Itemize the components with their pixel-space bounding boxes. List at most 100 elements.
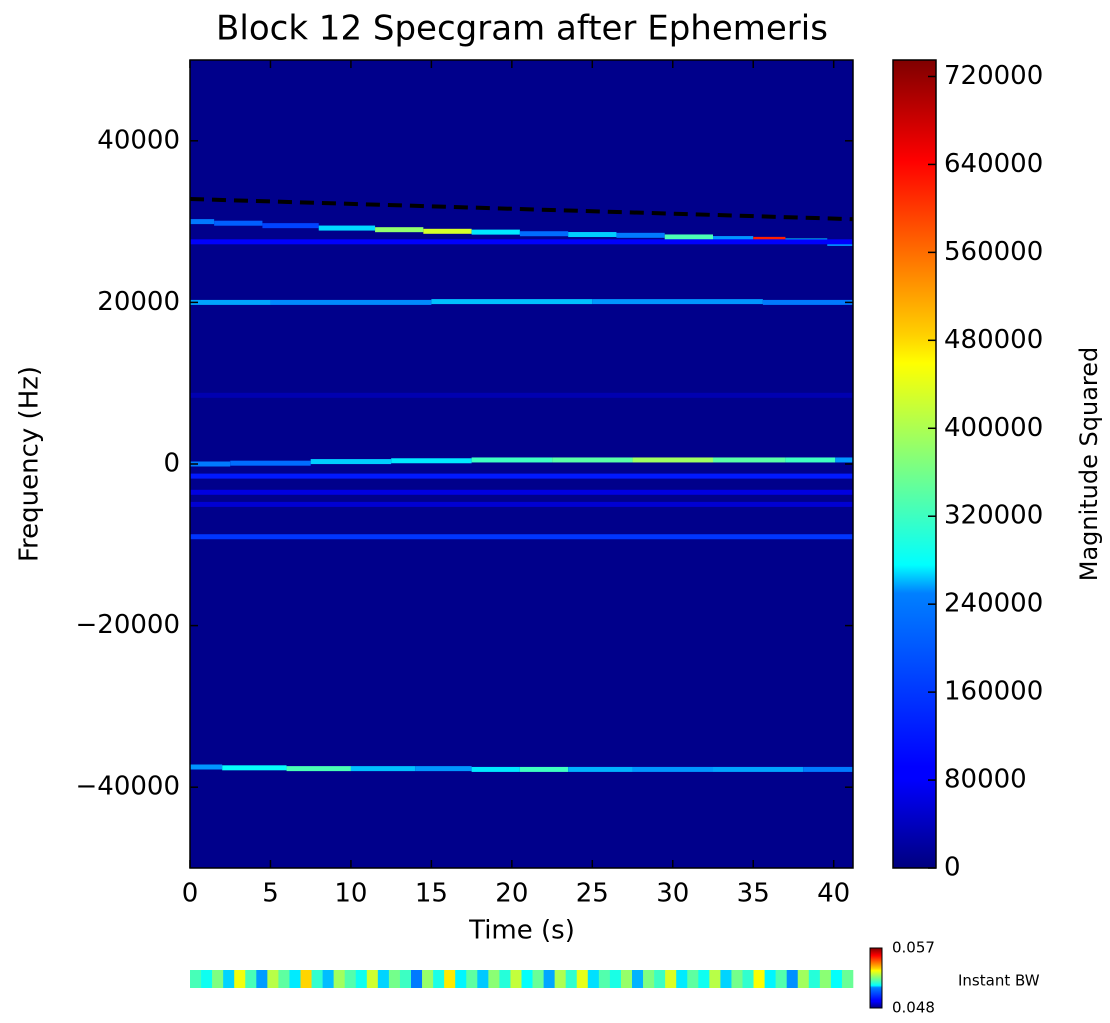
strip-cell	[576, 970, 589, 988]
strip-cell	[322, 970, 334, 988]
spectral-line	[803, 766, 853, 772]
colorbar-tick-label: 240000	[944, 589, 1043, 619]
strip-cell	[521, 970, 533, 988]
strip-cell	[422, 970, 434, 988]
colorbar-tick-label: 80000	[944, 765, 1027, 795]
strip-cell	[300, 970, 312, 988]
spectral-line	[521, 473, 853, 479]
strip-cell	[654, 970, 666, 988]
strip-cell	[267, 970, 279, 988]
strip-cell	[256, 970, 268, 988]
spectral-line	[190, 392, 522, 398]
x-tick-label: 20	[495, 879, 528, 909]
strip-cell	[698, 970, 710, 988]
colorbar-tick-label: 0	[944, 853, 961, 883]
spectral-line	[190, 219, 215, 225]
strip-colorbar-tick-label: 0.048	[892, 999, 935, 1017]
strip-cell	[355, 970, 368, 988]
spectral-line	[712, 766, 804, 772]
spectral-line	[262, 223, 319, 229]
spectral-line	[632, 457, 713, 463]
spectral-line	[190, 764, 223, 770]
spectral-line	[632, 766, 713, 772]
strip-cell	[830, 970, 843, 988]
spectral-line	[270, 299, 432, 305]
strip-label: Instant BW	[958, 972, 1040, 990]
spectral-line	[230, 460, 311, 466]
y-axis-label: Frequency (Hz)	[15, 366, 45, 562]
spectral-line	[310, 459, 392, 465]
spectral-line	[190, 489, 522, 495]
strip-cell	[709, 970, 721, 988]
strip-cell	[676, 970, 688, 988]
strip-cell	[212, 970, 224, 988]
x-tick-label: 40	[817, 879, 850, 909]
strip-cell	[687, 970, 699, 988]
strip-cell	[366, 970, 379, 988]
spectral-line	[214, 220, 263, 226]
spectral-line	[568, 766, 633, 772]
spectral-line	[415, 766, 472, 772]
y-tick-label: 0	[163, 449, 180, 479]
strip-cell	[466, 970, 478, 988]
strip-cell	[311, 970, 323, 988]
strip-cell	[609, 970, 622, 988]
spectral-line	[519, 766, 569, 772]
colorbar-tick-label: 400000	[944, 413, 1043, 443]
x-tick-label: 10	[334, 879, 367, 909]
strip-cell	[399, 970, 412, 988]
strip-cell	[190, 970, 202, 988]
spectral-line	[521, 534, 853, 540]
colorbar	[892, 59, 937, 869]
spectral-line	[190, 461, 231, 467]
x-axis-label: Time (s)	[468, 916, 575, 946]
colorbar-tick-label: 320000	[944, 501, 1043, 531]
strip-cell	[499, 970, 511, 988]
spectral-line	[471, 229, 520, 235]
spectral-line	[286, 766, 351, 772]
spectral-line	[190, 299, 271, 305]
spectral-line	[375, 227, 424, 233]
strip-cell	[665, 970, 677, 988]
strip-cell	[720, 970, 732, 988]
strip-cell	[444, 970, 456, 988]
spectral-line	[552, 457, 633, 463]
spectral-line	[592, 299, 763, 305]
x-tick-label: 25	[576, 879, 609, 909]
colorbar-tick-label: 480000	[944, 325, 1043, 355]
strip-colorbar-tick-label: 0.057	[892, 939, 935, 957]
y-tick-label: 20000	[97, 287, 180, 317]
strip-cell	[411, 970, 423, 988]
spectral-line	[712, 457, 786, 463]
spectral-line	[616, 232, 665, 238]
spectral-line	[350, 766, 416, 772]
strip-cell	[223, 970, 235, 988]
spectral-line	[762, 299, 853, 305]
strip-cell	[289, 970, 301, 988]
colorbar-tick-label: 640000	[944, 149, 1043, 179]
strip-cell	[587, 970, 600, 988]
strip-cell	[775, 970, 787, 988]
strip-cell	[797, 970, 810, 988]
strip-cell	[455, 970, 467, 988]
spectral-line	[519, 231, 569, 237]
strip-cell	[554, 970, 566, 988]
spectral-line	[664, 234, 713, 240]
strip-cell	[764, 970, 776, 988]
spectral-line	[712, 236, 754, 242]
x-tick-label: 0	[182, 879, 199, 909]
strip-cell	[433, 970, 445, 988]
spectral-line	[785, 457, 836, 463]
strip-cell	[333, 970, 345, 988]
strip-cell	[388, 970, 401, 988]
strip-cell	[377, 970, 390, 988]
strip-cell	[245, 970, 257, 988]
colorbar-label: Magnitude Squared	[1075, 347, 1103, 582]
spectral-line	[471, 766, 520, 772]
strip-cell	[753, 970, 765, 988]
y-tick-label: 40000	[97, 125, 180, 155]
spectral-line	[471, 457, 553, 463]
spectral-line	[190, 534, 522, 540]
